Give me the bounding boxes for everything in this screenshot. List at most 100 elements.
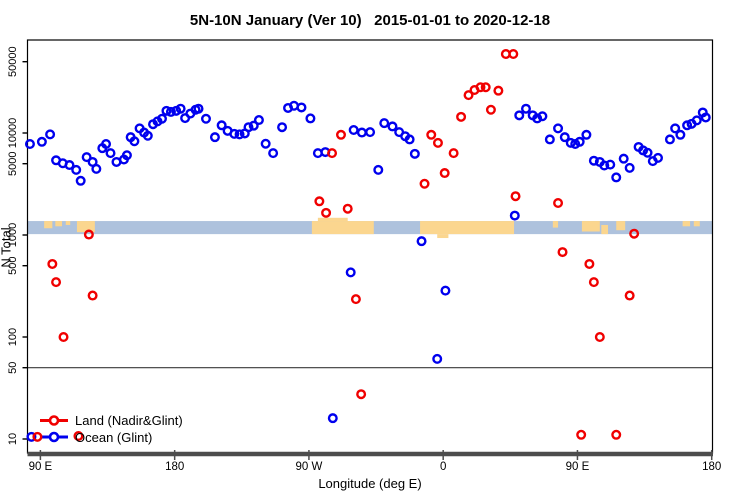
data-point-land: [584, 258, 595, 269]
data-point-ocean: [71, 164, 82, 175]
data-point-ocean: [193, 103, 204, 114]
data-point-ocean: [129, 136, 140, 147]
y-axis-label: N Total: [0, 227, 14, 268]
data-point-ocean: [365, 127, 376, 138]
map-band-land-patch: [682, 221, 691, 227]
data-point-land: [480, 82, 491, 93]
y-tick-label: 500: [7, 257, 19, 275]
data-point-land: [432, 137, 443, 148]
data-point-land: [629, 228, 640, 239]
data-point-land: [557, 247, 568, 258]
data-point-ocean: [432, 353, 443, 364]
data-point-ocean: [440, 285, 451, 296]
data-point-ocean: [105, 148, 116, 159]
data-point-ocean: [45, 129, 56, 140]
data-point-ocean: [91, 163, 102, 174]
data-point-land: [510, 191, 521, 202]
data-point-land: [439, 168, 450, 179]
data-point-ocean: [345, 267, 356, 278]
data-point-land: [342, 203, 353, 214]
legend-ocean-sample-marker: [48, 431, 60, 443]
data-point-ocean: [75, 175, 86, 186]
data-point-ocean: [268, 148, 279, 159]
data-point-land: [594, 332, 605, 343]
data-point-land: [463, 90, 474, 101]
data-point-ocean: [296, 102, 307, 113]
data-point-ocean: [248, 120, 259, 131]
legend-label-land: Land (Nadir&Glint): [75, 413, 183, 428]
data-point-ocean: [200, 113, 211, 124]
data-point-land: [624, 290, 635, 301]
data-point-ocean: [209, 132, 220, 143]
x-tick-label: 180: [702, 461, 721, 473]
data-point-land: [426, 129, 437, 140]
map-band-land-patch: [44, 221, 53, 229]
x-tick-label: 0: [440, 461, 446, 473]
y-tick-label: 10000: [7, 118, 19, 149]
map-band-land-patch: [552, 221, 559, 228]
data-point-ocean: [605, 159, 616, 170]
data-point-ocean: [565, 137, 576, 148]
map-band-land-patch: [311, 221, 374, 235]
data-point-ocean: [373, 164, 384, 175]
data-point-ocean: [26, 431, 37, 442]
data-point-land: [314, 196, 325, 207]
data-point-ocean: [81, 152, 92, 163]
data-point-ocean: [327, 413, 338, 424]
data-point-ocean: [229, 128, 240, 139]
data-point-ocean: [277, 122, 288, 133]
data-point-ocean: [664, 134, 675, 145]
x-tick-label: 90 E: [29, 461, 53, 473]
data-point-ocean: [416, 236, 427, 247]
data-point-ocean: [574, 136, 585, 147]
data-point-ocean: [559, 132, 570, 143]
y-tick-label: 10: [7, 433, 19, 445]
data-point-land: [553, 197, 564, 208]
data-point-ocean: [234, 129, 245, 140]
map-band-land-patch: [76, 221, 95, 233]
data-point-ocean: [618, 153, 629, 164]
data-point-ocean: [409, 148, 420, 159]
data-point-land: [73, 431, 84, 442]
y-tick-label: 5000: [7, 151, 19, 175]
data-point-ocean: [653, 152, 664, 163]
data-point-ocean: [532, 113, 543, 124]
data-point-ocean: [121, 150, 132, 161]
data-point-ocean: [691, 115, 702, 126]
data-point-land: [47, 258, 58, 269]
data-point-ocean: [404, 134, 415, 145]
data-point-ocean: [509, 210, 520, 221]
data-point-ocean: [624, 162, 635, 173]
map-band-land-patch: [420, 221, 515, 235]
data-point-land: [51, 277, 62, 288]
data-point-ocean: [642, 147, 653, 158]
data-point-ocean: [142, 130, 153, 141]
data-point-ocean: [64, 160, 75, 171]
data-point-ocean: [675, 129, 686, 140]
x-tick-label: 90 W: [296, 461, 323, 473]
data-point-ocean: [611, 172, 622, 183]
data-point-land: [327, 148, 338, 159]
y-tick-label: 1000: [7, 223, 19, 247]
map-band-land-patch: [317, 217, 348, 222]
data-point-ocean: [670, 123, 681, 134]
data-point-land: [321, 207, 332, 218]
y-tick-label: 50000: [7, 46, 19, 77]
x-tick-label: 180: [165, 461, 184, 473]
data-point-ocean: [156, 113, 167, 124]
data-point-ocean: [514, 110, 525, 121]
x-axis-label: Longitude (deg E): [318, 476, 422, 491]
data-point-ocean: [161, 105, 172, 116]
data-point-ocean: [520, 103, 531, 114]
data-point-land: [611, 429, 622, 440]
data-point-ocean: [553, 123, 564, 134]
data-point-ocean: [36, 136, 47, 147]
data-point-ocean: [544, 134, 555, 145]
data-point-ocean: [175, 103, 186, 114]
data-point-ocean: [682, 120, 693, 131]
data-point-land: [350, 294, 361, 305]
data-point-land: [448, 148, 459, 159]
data-point-land: [32, 431, 43, 442]
